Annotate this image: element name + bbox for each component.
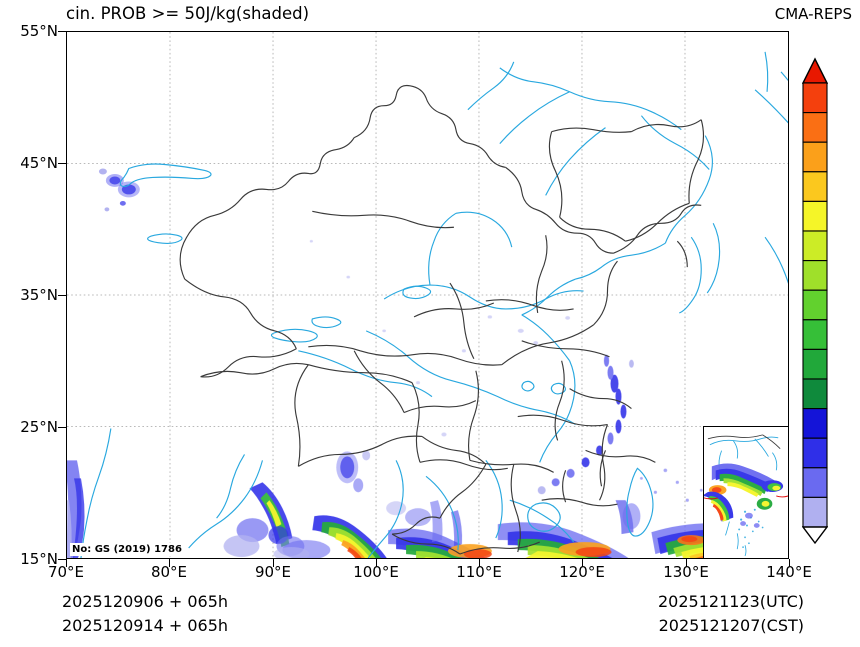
ytick-mark-15n [58, 559, 66, 560]
inset-canvas [704, 434, 788, 557]
footer-valid-cst: 2025121207(CST) [658, 616, 804, 635]
xtick-label-70e: 70°E [47, 563, 85, 581]
xtick-label-110e: 110°E [456, 563, 502, 581]
xtick-mark-120e [582, 559, 583, 567]
ytick-mark-25n [58, 427, 66, 428]
ytick-label-35n: 35°N [20, 286, 58, 304]
xtick-label-80e: 80°E [150, 563, 188, 581]
hydrography-layer [80, 51, 788, 558]
map-plot-area[interactable]: No: GS (2019) 1786 [66, 31, 789, 559]
footer-init-line-1: 2025120906 + 065h [62, 592, 229, 611]
colorbar-under-arrow [802, 526, 828, 545]
xtick-label-90e: 90°E [254, 563, 292, 581]
ytick-mark-45n [58, 163, 66, 164]
watermark-label: No: GS (2019) 1786 [70, 543, 185, 556]
xtick-mark-90e [273, 559, 274, 567]
ytick-label-45n: 45°N [20, 154, 58, 172]
xtick-label-120e: 120°E [559, 563, 605, 581]
footer-valid-utc: 2025121123(UTC) [658, 592, 804, 611]
xtick-label-130e: 130°E [663, 563, 709, 581]
page-title: cin. PROB >= 50J/kg(shaded) [66, 4, 310, 23]
probability-shading-field [67, 168, 788, 558]
ytick-label-25n: 25°N [20, 418, 58, 436]
model-label: CMA-REPS [774, 5, 852, 23]
ytick-mark-55n [58, 31, 66, 32]
ytick-mark-35n [58, 295, 66, 296]
xtick-mark-110e [479, 559, 480, 567]
xtick-mark-140e [789, 559, 790, 567]
ytick-label-55n: 55°N [20, 22, 58, 40]
inset-map-south-china-sea[interactable] [703, 426, 788, 558]
xtick-mark-130e [686, 559, 687, 567]
colorbar-canvas [802, 57, 828, 545]
xtick-label-100e: 100°E [353, 563, 399, 581]
xtick-mark-80e [169, 559, 170, 567]
colorbar[interactable]: 99 93 86 79 73 66 59 53 46 39 33 26 19 1… [802, 57, 828, 545]
colorbar-over-arrow [802, 57, 828, 84]
xtick-mark-70e [66, 559, 67, 567]
colorbar-bands [802, 82, 828, 528]
map-canvas [67, 32, 788, 558]
xtick-mark-100e [376, 559, 377, 567]
footer-init-line-2: 2025120914 + 065h [62, 616, 229, 635]
ytick-label-15n: 15°N [20, 550, 58, 568]
administrative-boundaries [179, 84, 705, 555]
xtick-label-140e: 140°E [766, 563, 812, 581]
